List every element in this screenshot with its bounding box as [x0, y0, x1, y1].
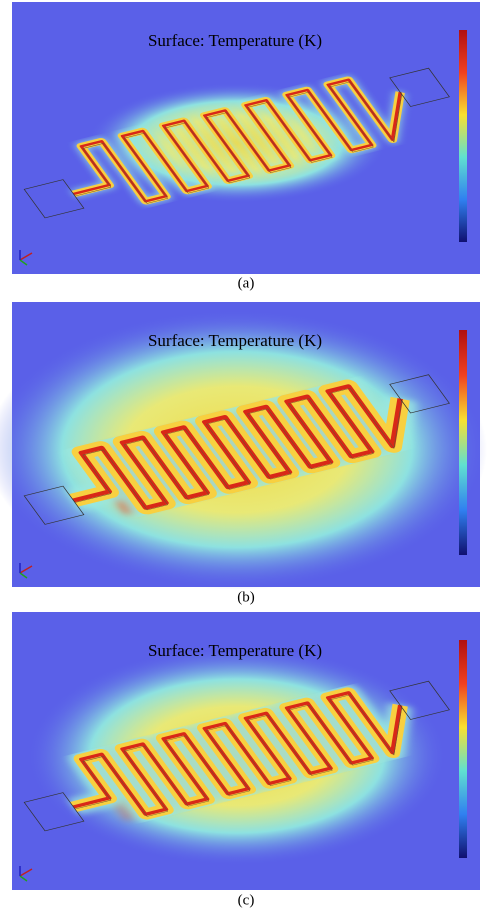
panel-title: Surface: Temperature (K): [148, 31, 322, 50]
panel: Surface: Temperature (K): [12, 2, 480, 274]
panel-title: Surface: Temperature (K): [148, 641, 322, 660]
color-bar: [459, 330, 467, 555]
panel-label: (c): [238, 892, 255, 908]
contact-pad: [389, 374, 450, 414]
heater: [23, 67, 450, 219]
heat-glow: [87, 83, 387, 203]
color-bar: [459, 30, 467, 242]
axis-triad: [19, 572, 28, 579]
contact-pad: [389, 67, 450, 107]
axis-triad: [19, 868, 33, 877]
axis-triad: [19, 565, 33, 574]
contact-pad: [23, 485, 85, 525]
panel: Surface: Temperature (K): [0, 302, 487, 590]
heater: [23, 680, 450, 832]
heater-trace: [72, 78, 402, 203]
contact-pad: [389, 680, 450, 720]
panel: Surface: Temperature (K): [12, 612, 480, 890]
panel-label: (b): [237, 589, 255, 605]
contact-pad: [23, 179, 85, 219]
heater-trace: [72, 384, 403, 510]
color-bar: [459, 640, 467, 858]
axis-triad: [19, 252, 33, 261]
panel-title: Surface: Temperature (K): [148, 331, 322, 350]
axis-triad: [19, 875, 28, 882]
heater: [23, 374, 450, 525]
heater-outline: [74, 81, 403, 204]
contact-pad: [23, 792, 85, 832]
heater-trace: [72, 691, 403, 816]
panel-label: (a): [238, 275, 255, 291]
heater-outline: [74, 694, 403, 817]
axis-triad: [19, 259, 28, 266]
heater-outline: [74, 388, 403, 511]
